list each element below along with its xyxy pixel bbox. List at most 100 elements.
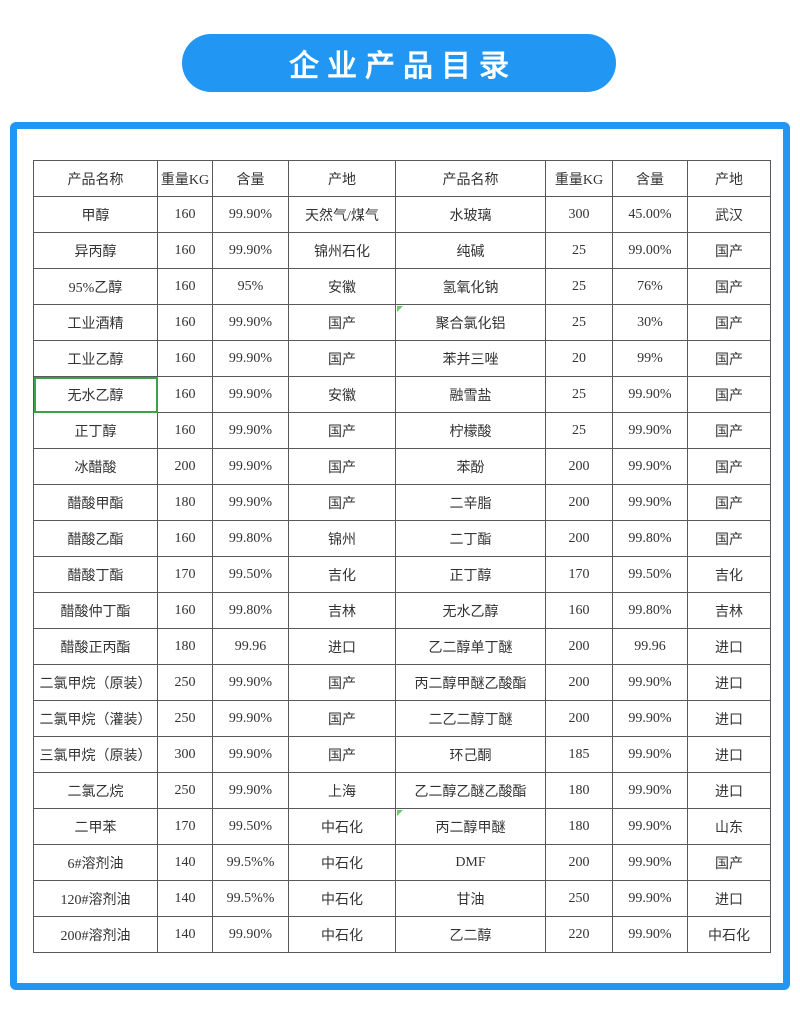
column-header: 含量 — [612, 160, 688, 197]
table-cell: 99.90% — [212, 196, 289, 233]
table-row: 二氯甲烷（灌装） 250 99.90% 国产 二乙二醇丁醚 200 99.90% 进口 — [33, 700, 771, 737]
column-header: 重量KG — [157, 160, 213, 197]
table-cell: 工业酒精 — [33, 304, 158, 341]
table-cell: 160 — [157, 592, 213, 629]
table-cell: 国产 — [288, 484, 396, 521]
table-cell: 国产 — [288, 736, 396, 773]
table-cell: 安徽 — [288, 376, 396, 413]
table-cell: 二甲苯 — [33, 808, 158, 845]
table-cell: 300 — [545, 196, 613, 233]
table-cell: 180 — [545, 772, 613, 809]
table-cell: 国产 — [687, 484, 771, 521]
table-cell: 200 — [545, 844, 613, 881]
table-cell: 吉化 — [687, 556, 771, 593]
column-header: 产品名称 — [395, 160, 546, 197]
column-header: 产地 — [288, 160, 396, 197]
table-cell: 99.90% — [612, 844, 688, 881]
table-cell: 甲醇 — [33, 196, 158, 233]
table-cell: 99.50% — [212, 556, 289, 593]
table-cell: 国产 — [288, 412, 396, 449]
table-cell: 安徽 — [288, 268, 396, 305]
table-row: 二氯甲烷（原装） 250 99.90% 国产 丙二醇甲醚乙酸酯 200 99.90% 进口 — [33, 664, 771, 701]
table-cell: 纯碱 — [395, 232, 546, 269]
table-cell: 99.5%% — [212, 880, 289, 917]
table-cell: 160 — [157, 196, 213, 233]
table-cell: 甘油 — [395, 880, 546, 917]
table-cell: 160 — [157, 340, 213, 377]
table-row: 正丁醇 160 99.90% 国产 柠檬酸 25 99.90% 国产 — [33, 412, 771, 449]
table-row: 120#溶剂油 140 99.5%% 中石化 甘油 250 99.90% 进口 — [33, 880, 771, 917]
table-cell: 国产 — [687, 268, 771, 305]
table-cell: 环己酮 — [395, 736, 546, 773]
table-cell: 140 — [157, 916, 213, 953]
table-cell: 国产 — [687, 340, 771, 377]
table-cell: 99.90% — [212, 376, 289, 413]
table-cell: 170 — [157, 556, 213, 593]
table-cell: 吉林 — [687, 592, 771, 629]
table-cell: 中石化 — [288, 916, 396, 953]
table-cell: DMF — [395, 844, 546, 881]
table-row: 二氯乙烷 250 99.90% 上海 乙二醇乙醚乙酸酯 180 99.90% 进口 — [33, 772, 771, 809]
table-cell: 融雪盐 — [395, 376, 546, 413]
table-cell: 99.90% — [612, 412, 688, 449]
table-cell: 180 — [545, 808, 613, 845]
table-cell: 国产 — [687, 412, 771, 449]
table-cell: 45.00% — [612, 196, 688, 233]
table-cell: 二氯甲烷（灌装） — [33, 700, 158, 737]
table-cell: 中石化 — [288, 844, 396, 881]
table-cell: 二辛脂 — [395, 484, 546, 521]
table-cell: 进口 — [687, 880, 771, 917]
table-cell: 水玻璃 — [395, 196, 546, 233]
table-cell: 国产 — [687, 376, 771, 413]
table-cell: 25 — [545, 412, 613, 449]
table-cell: 99.80% — [212, 592, 289, 629]
table-cell: 99.00% — [612, 232, 688, 269]
table-cell: 锦州石化 — [288, 232, 396, 269]
table-cell: 99.90% — [212, 412, 289, 449]
table-cell: 苯并三唑 — [395, 340, 546, 377]
table-cell: 吉化 — [288, 556, 396, 593]
table-cell: 160 — [157, 520, 213, 557]
table-row: 95%乙醇 160 95% 安徽 氢氧化钠 25 76% 国产 — [33, 268, 771, 305]
table-cell: 国产 — [288, 448, 396, 485]
table-cell: 25 — [545, 376, 613, 413]
table-cell: 99.80% — [612, 592, 688, 629]
table-cell: 山东 — [687, 808, 771, 845]
table-row: 醋酸丁酯 170 99.50% 吉化 正丁醇 170 99.50% 吉化 — [33, 556, 771, 593]
table-cell: 99.50% — [212, 808, 289, 845]
table-cell: 185 — [545, 736, 613, 773]
table-cell: 聚合氯化铝 — [395, 304, 546, 341]
table-cell: 醋酸乙酯 — [33, 520, 158, 557]
table-cell: 140 — [157, 880, 213, 917]
table-body: 甲醇 160 99.90% 天然气/煤气 水玻璃 300 45.00% 武汉 异丙醇 160 99.… — [33, 196, 771, 953]
green-corner-mark — [397, 810, 403, 816]
table-cell: 300 — [157, 736, 213, 773]
table-cell: 异丙醇 — [33, 232, 158, 269]
table-cell: 160 — [157, 268, 213, 305]
header-row: 产品名称 重量KG 含量 产地 产品名称 重量KG 含量 产地 — [33, 160, 771, 197]
table-cell: 140 — [157, 844, 213, 881]
green-corner-mark — [397, 306, 403, 312]
table-cell: 25 — [545, 268, 613, 305]
table-row: 无水乙醇 160 99.90% 安徽 融雪盐 25 99.90% 国产 — [33, 376, 771, 413]
table-row: 醋酸正丙酯 180 99.96 进口 乙二醇单丁醚 200 99.96 进口 — [33, 628, 771, 665]
table-cell: 进口 — [687, 772, 771, 809]
table-cell: 99.90% — [212, 700, 289, 737]
table-cell: 武汉 — [687, 196, 771, 233]
column-header: 产品名称 — [33, 160, 158, 197]
table-cell: 醋酸仲丁酯 — [33, 592, 158, 629]
table-cell: 丙二醇甲醚乙酸酯 — [395, 664, 546, 701]
table-cell: 国产 — [288, 340, 396, 377]
table-cell: 乙二醇单丁醚 — [395, 628, 546, 665]
table-cell: 99.96 — [212, 628, 289, 665]
table-cell: 170 — [545, 556, 613, 593]
table-row: 200#溶剂油 140 99.90% 中石化 乙二醇 220 99.90% 中石化 — [33, 916, 771, 953]
table-cell: 三氯甲烷（原装） — [33, 736, 158, 773]
table-row: 工业乙醇 160 99.90% 国产 苯并三唑 20 99% 国产 — [33, 340, 771, 377]
table-cell: 200 — [545, 664, 613, 701]
table-cell: 99% — [612, 340, 688, 377]
table-header: 产品名称 重量KG 含量 产地 产品名称 重量KG 含量 产地 — [33, 160, 771, 197]
table-cell: 99.90% — [212, 340, 289, 377]
column-header: 产地 — [687, 160, 771, 197]
